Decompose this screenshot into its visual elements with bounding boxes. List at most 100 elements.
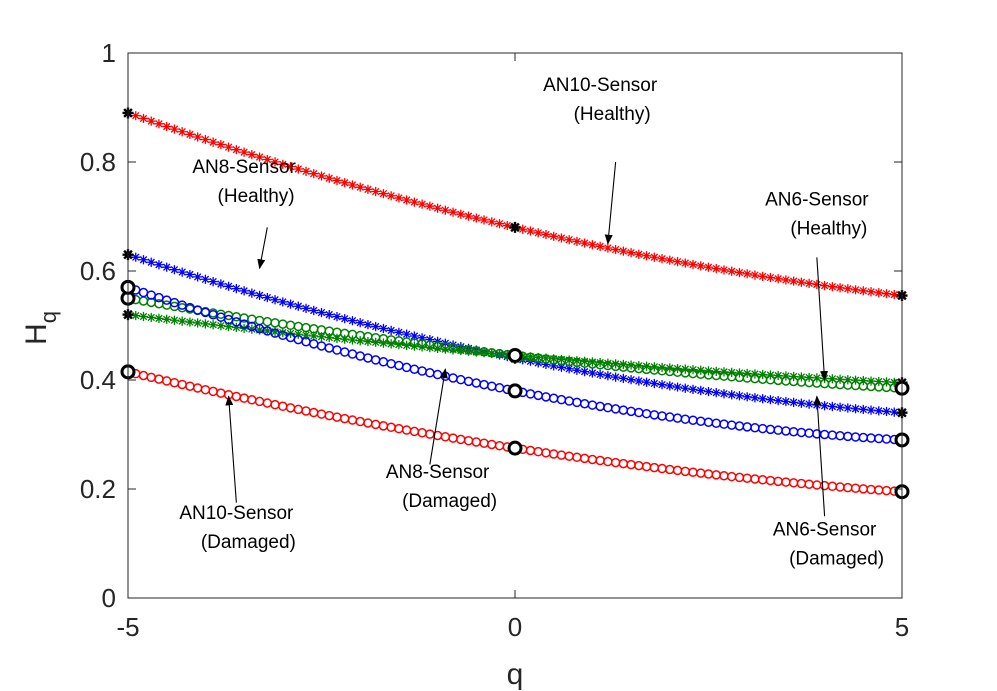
data-point	[425, 335, 435, 345]
annotation-label: AN8-Sensor	[192, 157, 296, 178]
data-point	[812, 279, 822, 290]
data-point	[185, 269, 195, 280]
data-point	[185, 317, 195, 327]
data-point	[611, 359, 621, 369]
data-point	[564, 235, 574, 245]
data-point	[881, 406, 892, 417]
data-point	[812, 373, 822, 383]
data-point	[200, 319, 210, 329]
data-point	[680, 383, 690, 393]
data-point	[781, 275, 791, 285]
data-point	[363, 320, 373, 330]
data-point	[765, 370, 776, 380]
y-tick-label: 0.2	[80, 474, 116, 504]
data-point	[254, 290, 265, 300]
y-tick-label: 0	[102, 583, 116, 613]
data-point	[789, 276, 799, 286]
data-point	[634, 361, 644, 371]
data-point	[247, 288, 257, 298]
data-point	[626, 375, 636, 385]
data-point	[440, 344, 450, 354]
annotation-arrow	[257, 227, 268, 270]
data-point	[231, 322, 241, 333]
data-point	[487, 348, 497, 359]
data-point	[742, 269, 752, 279]
data-point	[665, 381, 675, 391]
key-point	[507, 347, 523, 363]
data-point	[324, 173, 334, 183]
data-point	[456, 345, 466, 356]
data-point	[649, 378, 659, 389]
data-point	[835, 374, 845, 384]
data-point	[626, 248, 636, 258]
data-point	[502, 350, 512, 360]
data-point	[138, 311, 149, 322]
data-point	[580, 238, 590, 248]
data-point	[216, 140, 226, 150]
data-point	[262, 154, 272, 165]
data-point	[433, 343, 443, 353]
data-point	[595, 369, 605, 379]
data-point	[820, 401, 830, 411]
data-point	[587, 368, 597, 378]
data-point	[719, 265, 729, 275]
data-point	[580, 367, 590, 377]
data-point	[556, 233, 567, 243]
data-point	[131, 252, 141, 262]
data-point	[827, 374, 837, 384]
data-point	[146, 116, 156, 126]
data-point	[386, 191, 396, 201]
data-point	[556, 362, 567, 372]
data-point	[773, 274, 783, 284]
data-point	[254, 152, 265, 162]
data-point	[185, 129, 195, 139]
data-point	[603, 243, 613, 253]
data-point	[572, 365, 582, 375]
data-point	[409, 331, 419, 341]
data-point	[324, 332, 334, 343]
data-point	[448, 340, 458, 350]
annotation-sublabel: (Healthy)	[574, 104, 651, 125]
data-point	[216, 321, 226, 331]
data-point	[556, 354, 567, 365]
data-point	[773, 370, 783, 381]
data-point	[572, 356, 582, 366]
data-point	[386, 325, 396, 335]
data-point	[781, 371, 791, 381]
data-point	[247, 324, 257, 334]
data-point	[781, 396, 791, 407]
data-point	[742, 392, 752, 402]
y-tick-label: 0.4	[80, 365, 116, 395]
data-point	[603, 358, 613, 368]
data-point	[634, 249, 644, 259]
data-point	[533, 352, 543, 363]
key-point	[509, 221, 521, 233]
data-point	[138, 255, 149, 265]
data-point	[262, 326, 272, 336]
data-point	[672, 257, 683, 267]
annotation: AN8-Sensor (Damaged)	[386, 368, 497, 512]
data-point	[347, 316, 358, 326]
data-point	[471, 347, 481, 357]
y-tick-label: 1	[102, 38, 116, 68]
data-point	[332, 333, 342, 343]
data-point	[193, 132, 203, 142]
data-point	[177, 316, 187, 326]
data-point	[843, 375, 853, 385]
data-point	[177, 127, 187, 137]
data-point	[796, 277, 806, 287]
data-point	[688, 384, 698, 394]
data-point	[169, 315, 180, 325]
data-point	[665, 255, 675, 265]
data-point	[479, 215, 489, 225]
data-point	[672, 382, 683, 392]
data-point	[696, 261, 706, 271]
data-point	[874, 376, 884, 387]
key-point	[507, 440, 523, 456]
data-point	[727, 266, 737, 276]
data-point	[177, 267, 187, 277]
data-point	[162, 314, 172, 324]
data-point	[146, 312, 156, 323]
data-point	[278, 327, 288, 338]
